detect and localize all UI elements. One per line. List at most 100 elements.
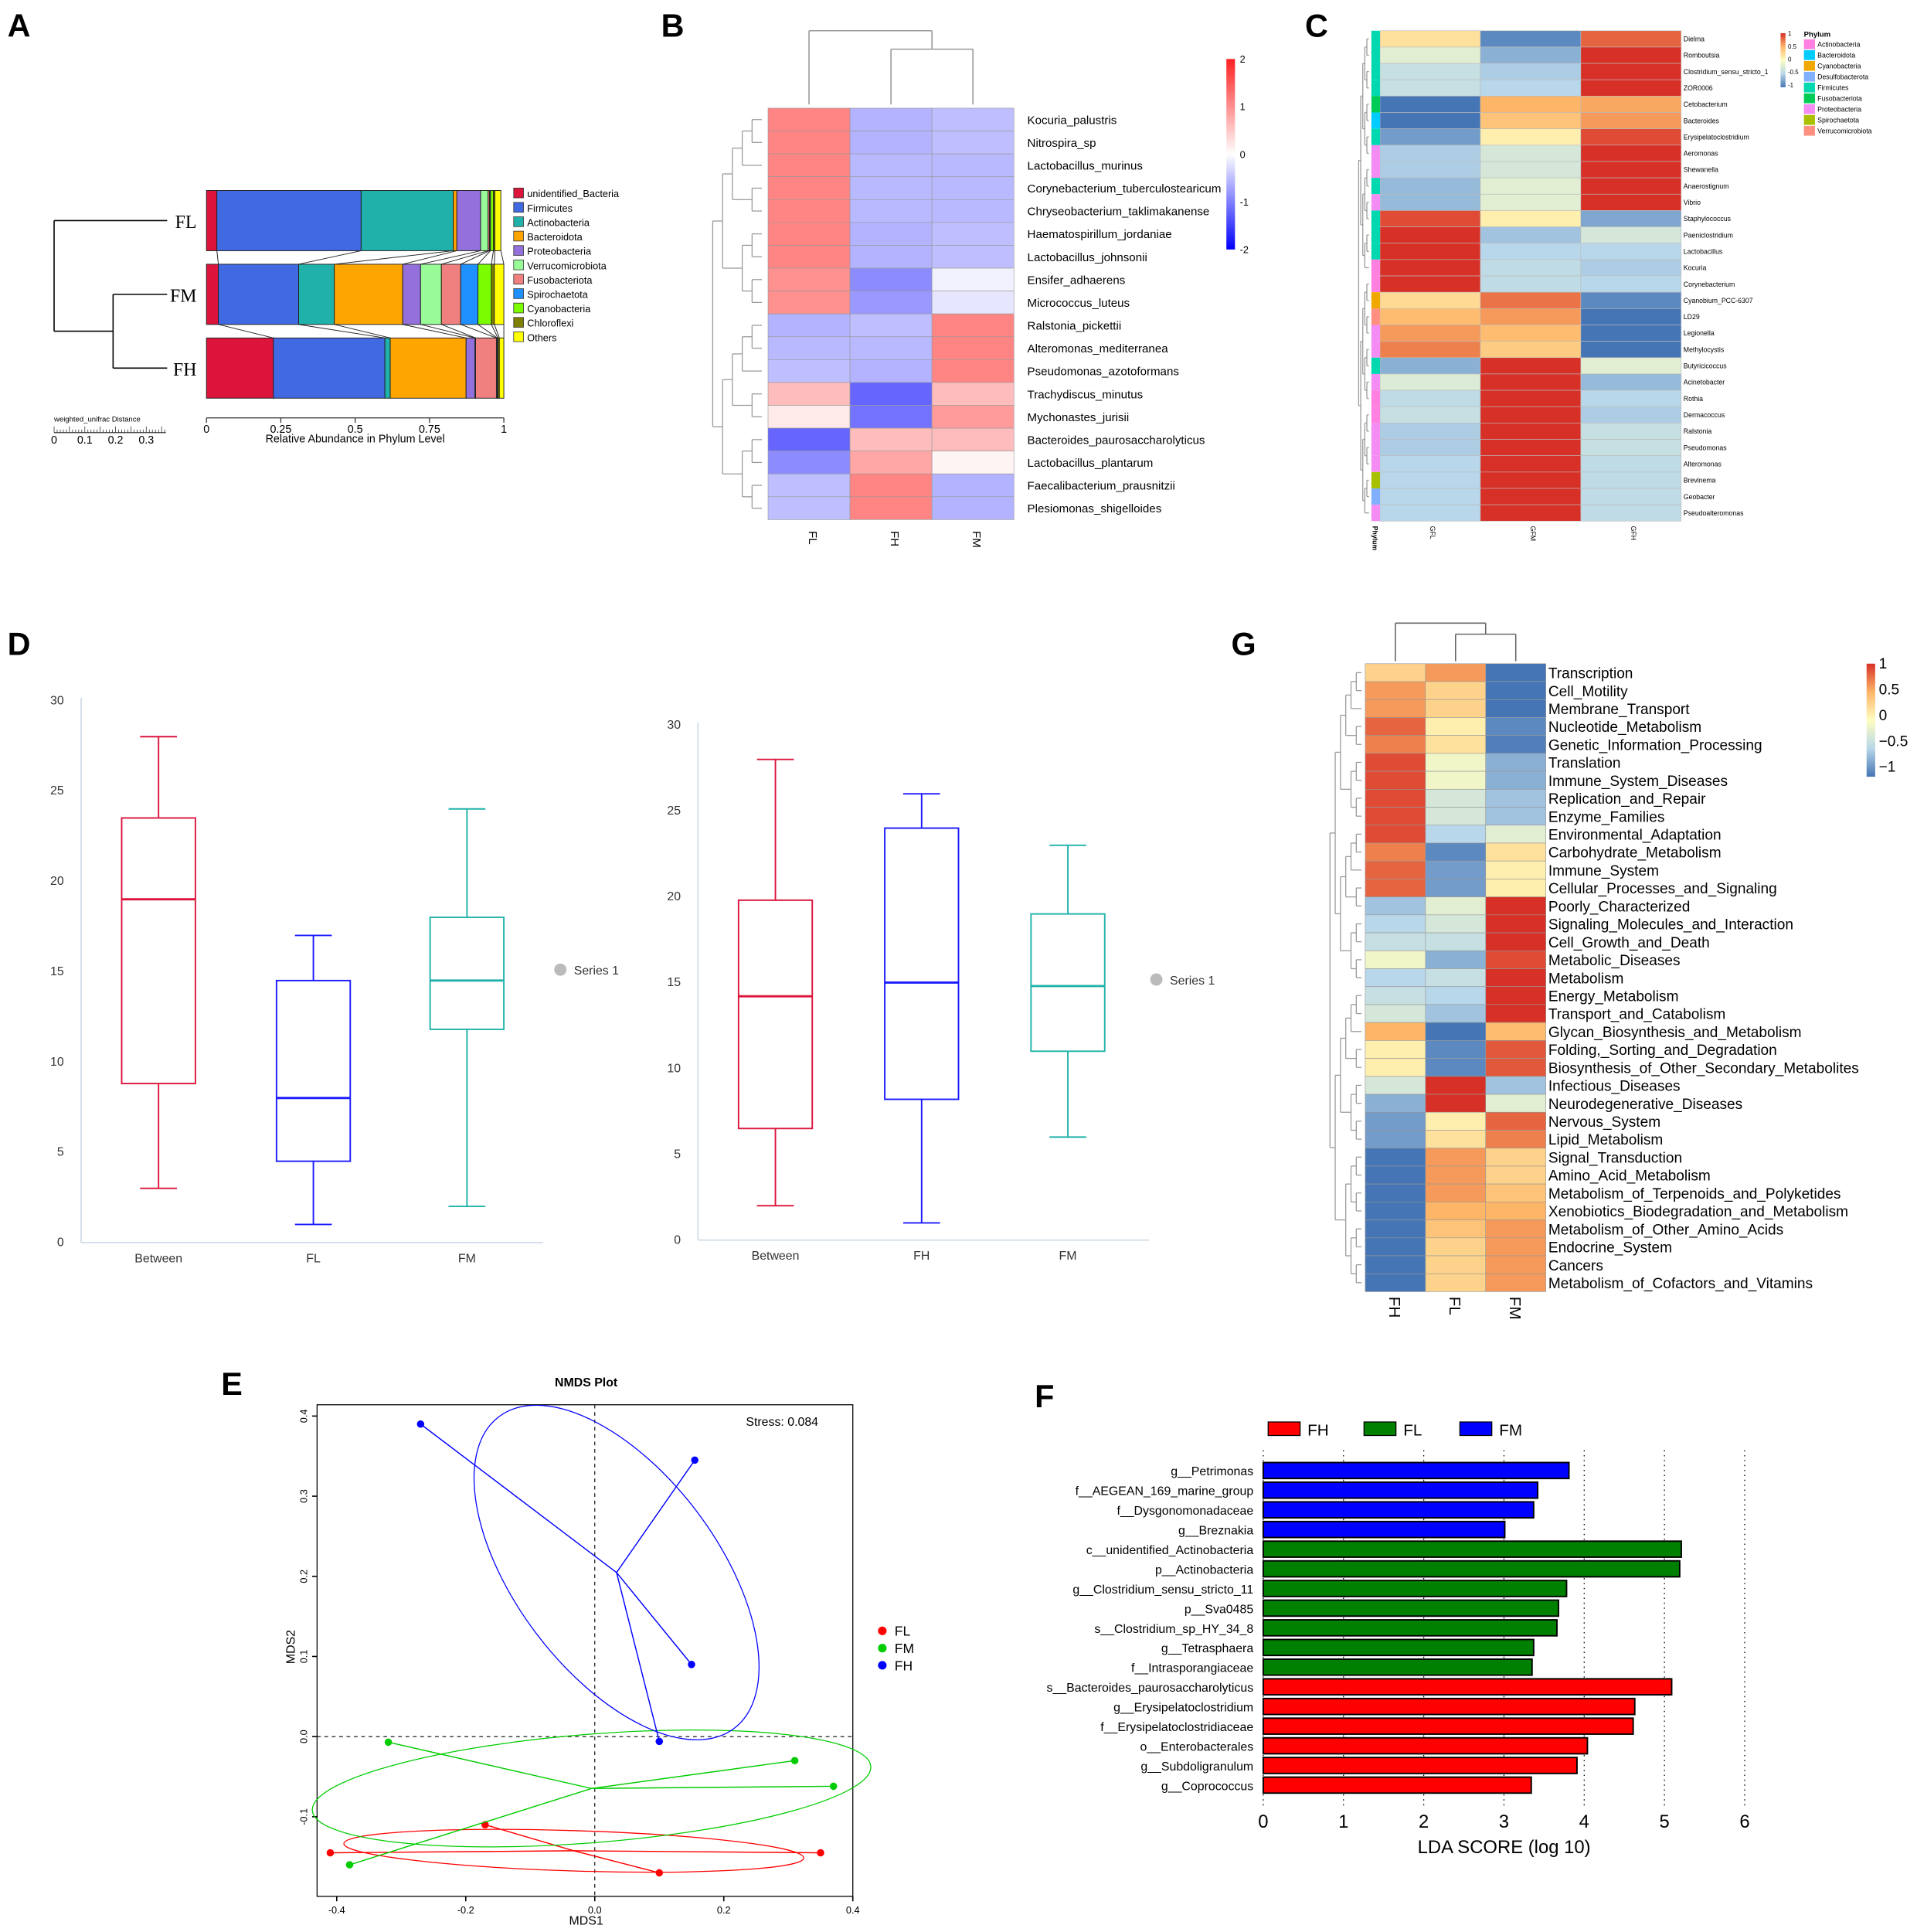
connector-line	[334, 324, 391, 338]
heatmap-cell	[1425, 932, 1487, 951]
heatmap-cell	[1365, 968, 1426, 988]
heatmap-cell	[1379, 389, 1481, 407]
row-label: Environmental_Adaptation	[1548, 828, 1722, 844]
heatmap-cell	[1365, 1022, 1426, 1041]
row-label: Geobacter	[1684, 493, 1715, 501]
category-label: FL	[306, 1252, 321, 1265]
row-label: Butyricicoccus	[1684, 362, 1727, 370]
bar-segment-Verrucomicrobiota	[420, 264, 442, 325]
legend-label: Actinobacteria	[527, 216, 590, 228]
heatmap-cell	[1425, 1076, 1487, 1095]
row-label: Trachydiscus_minutus	[1028, 388, 1144, 401]
row-label: Aeromonas	[1684, 150, 1718, 158]
lda-bar	[1262, 1560, 1681, 1578]
bar-segment-Actinobacteria	[360, 190, 454, 251]
heatmap-cell	[1365, 735, 1426, 754]
data-point-fl	[326, 1849, 335, 1857]
row-label: Genetic_Information_Processing	[1548, 737, 1762, 753]
legend-swatch	[513, 216, 524, 227]
heatmap-cell	[1485, 1022, 1546, 1041]
colorbar-tick-label: -0.5	[1788, 69, 1799, 76]
phylum-annotation-cell	[1371, 292, 1380, 309]
heatmap-cell	[1580, 423, 1682, 440]
row-label: Chryseobacterium_taklimakanense	[1028, 206, 1210, 219]
heatmap-cell	[1425, 1255, 1487, 1274]
heatmap-cell	[1365, 807, 1426, 826]
phylum-annotation-cell	[1371, 276, 1380, 293]
heatmap-cell	[1480, 455, 1582, 473]
heatmap-cell	[931, 199, 1015, 223]
heatmap-cell	[1485, 1148, 1546, 1167]
phylum-annotation-cell	[1371, 80, 1380, 97]
row-label: Anaerostignum	[1684, 182, 1729, 190]
row-label: Carbohydrate_Metabolism	[1548, 845, 1722, 862]
data-point-fh	[416, 1420, 425, 1428]
heatmap-cell	[1365, 1111, 1426, 1131]
heatmap-cell	[1365, 1058, 1426, 1077]
row-label: Energy_Metabolism	[1548, 988, 1679, 1005]
heatmap-cell	[1379, 243, 1481, 260]
heatmap-cell	[1379, 423, 1481, 440]
legend-swatch	[1803, 71, 1815, 82]
row-label: Cetobacterium	[1684, 100, 1728, 108]
heatmap-cell	[1480, 423, 1582, 440]
heatmap-cell	[1425, 1022, 1487, 1041]
category-label: FH	[913, 1250, 930, 1263]
y-tick-label: 15	[50, 965, 64, 978]
heatmap-cell	[1480, 341, 1582, 359]
legend-swatch	[513, 274, 524, 285]
connector-line	[298, 250, 362, 265]
bar-segment-Bacteroidota	[389, 337, 467, 399]
heatmap-cell	[1580, 291, 1682, 309]
heatmap-cell	[1480, 389, 1582, 407]
box-between	[737, 899, 814, 1130]
colorbar-tick-label: 0	[1788, 56, 1792, 63]
legend-marker	[878, 1626, 887, 1635]
heatmap-cell	[1485, 1237, 1546, 1257]
heatmap-cell	[1480, 177, 1582, 195]
colorbar-tick-label: 0	[1879, 708, 1888, 724]
heatmap-cell	[849, 359, 933, 383]
row-label: Cellular_Processes_and_Signaling	[1548, 881, 1777, 897]
row-label: Signal_Transduction	[1548, 1150, 1682, 1166]
heatmap-cell	[1425, 717, 1487, 736]
legend-label: FL	[1403, 1422, 1422, 1440]
heatmap-cell	[1379, 325, 1481, 342]
legend-label: Fusobacteriota	[1817, 94, 1862, 102]
row-label: Poorly_Characterized	[1548, 899, 1690, 915]
x-tick-label: 0.0	[588, 1904, 602, 1916]
bar-segment-unidentified_Bacteria	[206, 337, 274, 399]
heatmap-cell	[1580, 389, 1682, 407]
connector-line	[441, 324, 476, 338]
heatmap-cell	[1365, 896, 1426, 916]
connector-line	[494, 324, 500, 338]
bar-segment-Firmicutes	[216, 190, 362, 251]
heatmap-cell	[1365, 1094, 1426, 1113]
heatmap-cell	[1580, 145, 1682, 162]
heatmap-cell	[1485, 681, 1546, 700]
row-label: Endocrine_System	[1548, 1240, 1672, 1257]
x-axis-title: Relative Abundance in Phylum Level	[266, 434, 445, 446]
row-label: ZOR0006	[1684, 84, 1713, 92]
row-label: Cancers	[1548, 1258, 1603, 1274]
row-label: Nervous_System	[1548, 1114, 1660, 1131]
bar-label: f__AEGEAN_169_marine_group	[1076, 1485, 1254, 1498]
heatmap-cell	[1580, 406, 1682, 423]
row-label: Signaling_Molecules_and_Interaction	[1548, 917, 1793, 934]
legend-label: FM	[895, 1641, 914, 1656]
heatmap-cell	[1485, 1076, 1546, 1095]
heatmap-cell	[1480, 112, 1582, 129]
colorbar-tick-label: 0.5	[1879, 682, 1900, 699]
spider-line	[388, 1741, 592, 1789]
bar-segment-Cyanobacteria	[478, 264, 492, 325]
heatmap-cell	[1580, 325, 1682, 342]
heatmap-cell	[849, 267, 933, 291]
phylum-annotation-cell	[1371, 63, 1380, 80]
connector-line	[403, 324, 467, 338]
connector-line	[403, 250, 457, 265]
phylum-annotation-cell	[1371, 210, 1380, 227]
bar-label: g__Subdoligranulum	[1140, 1760, 1253, 1774]
heatmap-cell	[767, 405, 851, 429]
heatmap-cell	[1379, 128, 1481, 146]
lda-bar	[1262, 1638, 1535, 1657]
